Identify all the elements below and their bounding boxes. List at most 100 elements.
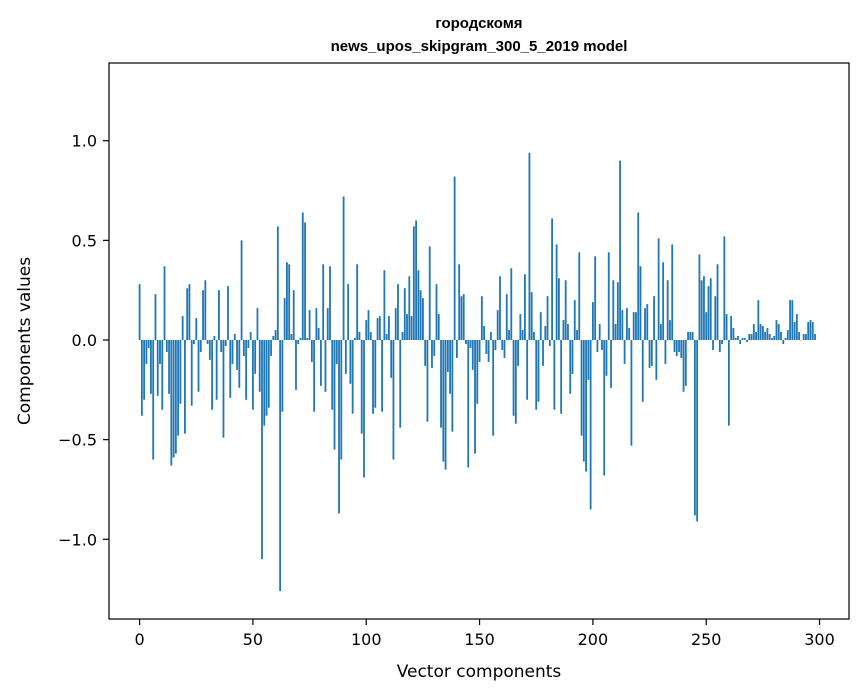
bar bbox=[639, 266, 642, 340]
bar bbox=[557, 278, 560, 341]
bar bbox=[342, 196, 345, 340]
bar bbox=[465, 340, 467, 344]
bar bbox=[732, 328, 735, 341]
bar bbox=[308, 310, 311, 340]
bar bbox=[471, 340, 474, 370]
bar bbox=[261, 340, 263, 560]
bar bbox=[449, 340, 452, 394]
bar bbox=[641, 340, 644, 402]
bar bbox=[553, 340, 556, 410]
bar bbox=[392, 340, 395, 460]
bar bbox=[426, 340, 429, 422]
bar bbox=[313, 340, 316, 412]
bar bbox=[184, 340, 186, 434]
bar bbox=[755, 332, 757, 340]
bar bbox=[646, 304, 649, 340]
bar bbox=[607, 252, 610, 340]
bar bbox=[653, 296, 655, 340]
x-tick-label: 50 bbox=[243, 630, 263, 649]
bar bbox=[707, 286, 710, 341]
y-axis-label: Components values bbox=[15, 257, 35, 425]
bar bbox=[179, 340, 182, 404]
bar bbox=[782, 340, 785, 344]
bar bbox=[242, 340, 245, 356]
x-tick-label: 300 bbox=[804, 630, 835, 649]
bar bbox=[274, 330, 277, 340]
bar bbox=[299, 338, 302, 340]
bar bbox=[503, 340, 506, 358]
bar bbox=[440, 340, 442, 428]
bar bbox=[474, 340, 476, 454]
bar bbox=[591, 302, 594, 340]
bar bbox=[163, 266, 166, 340]
bar bbox=[422, 298, 424, 340]
bar bbox=[567, 324, 569, 340]
bar bbox=[476, 340, 479, 404]
bar bbox=[664, 340, 667, 364]
bar bbox=[716, 264, 719, 341]
bar bbox=[272, 336, 275, 341]
bar bbox=[730, 316, 733, 340]
bar bbox=[254, 340, 257, 374]
bar bbox=[530, 292, 533, 341]
bar bbox=[569, 340, 572, 394]
bar bbox=[177, 340, 180, 436]
bar bbox=[485, 340, 488, 354]
bar bbox=[573, 300, 576, 341]
bar bbox=[784, 338, 787, 340]
bar bbox=[358, 332, 361, 340]
bar bbox=[279, 340, 282, 592]
bar bbox=[487, 340, 490, 362]
bar bbox=[494, 340, 497, 350]
bar bbox=[737, 336, 739, 341]
bar bbox=[331, 340, 334, 410]
bar bbox=[578, 252, 581, 340]
bar bbox=[696, 340, 699, 522]
bar bbox=[222, 340, 225, 438]
bar bbox=[233, 334, 236, 341]
bar bbox=[628, 328, 631, 341]
bar bbox=[333, 340, 336, 450]
bar bbox=[793, 322, 796, 341]
bar bbox=[170, 340, 173, 466]
bar bbox=[537, 340, 540, 402]
bar bbox=[589, 340, 592, 510]
bar bbox=[551, 218, 553, 340]
bar bbox=[727, 340, 730, 426]
bar bbox=[637, 212, 640, 340]
bar bbox=[623, 340, 626, 364]
chart-title: городскомя bbox=[435, 15, 522, 32]
bar bbox=[276, 226, 279, 340]
bar bbox=[721, 340, 723, 344]
bar bbox=[616, 282, 619, 340]
bar bbox=[723, 236, 726, 341]
bar bbox=[521, 330, 524, 340]
bar bbox=[283, 298, 286, 340]
x-tick-label: 150 bbox=[464, 630, 495, 649]
bar bbox=[619, 160, 621, 340]
bar bbox=[659, 324, 662, 340]
bar bbox=[562, 320, 565, 341]
bar bbox=[734, 338, 737, 340]
bar bbox=[238, 340, 241, 388]
bar bbox=[181, 316, 184, 340]
bar bbox=[374, 340, 377, 408]
bar bbox=[265, 340, 268, 416]
bar bbox=[270, 340, 272, 356]
bar bbox=[777, 324, 780, 340]
bar bbox=[281, 340, 284, 412]
bar bbox=[612, 280, 615, 340]
bar bbox=[356, 264, 359, 341]
bar bbox=[188, 284, 191, 340]
bar bbox=[385, 334, 388, 341]
bar bbox=[682, 340, 685, 392]
bar bbox=[369, 332, 372, 340]
y-tick-label: 0.5 bbox=[72, 231, 97, 250]
bar bbox=[542, 340, 544, 366]
bar bbox=[539, 312, 542, 340]
bar bbox=[773, 336, 776, 341]
bar bbox=[630, 340, 633, 446]
bar bbox=[322, 264, 325, 341]
bar bbox=[582, 340, 585, 462]
bar bbox=[632, 312, 635, 340]
